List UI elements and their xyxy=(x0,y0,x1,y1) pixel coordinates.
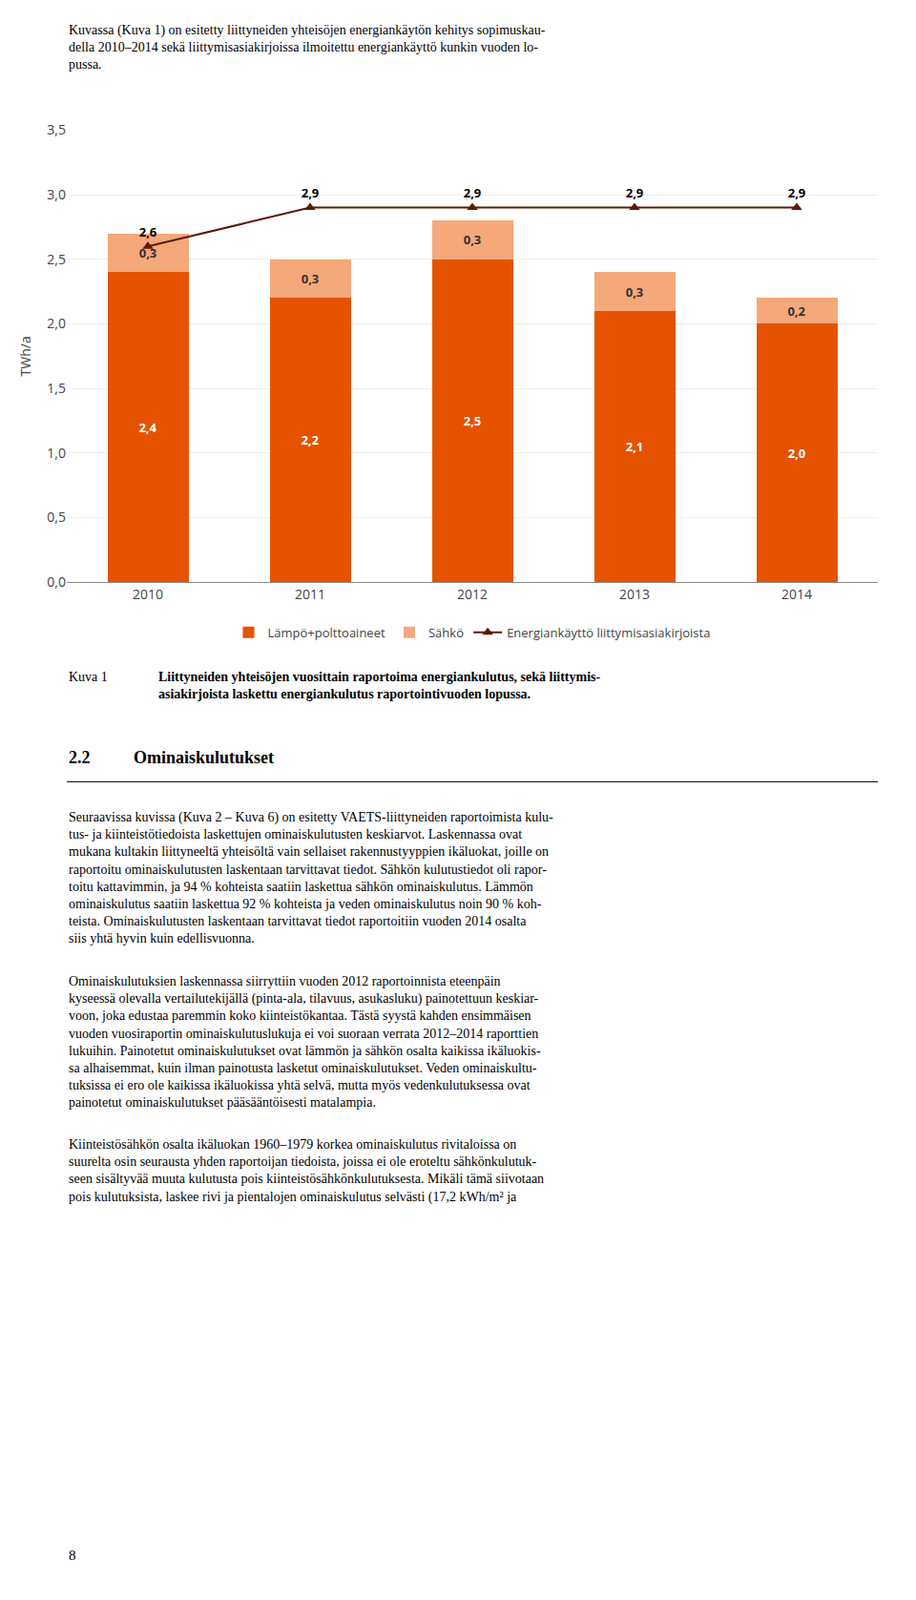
svg-text:0,3: 0,3 xyxy=(301,270,320,288)
svg-text:Lämpö+polttoaineet: Lämpö+polttoaineet xyxy=(268,624,386,642)
svg-text:Kiinteistösähkön osalta ikäluo: Kiinteistösähkön osalta ikäluokan 1960–1… xyxy=(68,1137,544,1206)
svg-text:2011: 2011 xyxy=(294,584,326,604)
svg-text:1,5: 1,5 xyxy=(46,378,66,397)
svg-text:2,9: 2,9 xyxy=(625,184,645,202)
svg-text:2,4: 2,4 xyxy=(138,418,157,437)
svg-text:2,9: 2,9 xyxy=(301,184,320,202)
svg-text:2012: 2012 xyxy=(457,584,488,604)
svg-text:2,5: 2,5 xyxy=(463,412,482,430)
svg-text:3,0: 3,0 xyxy=(46,185,66,204)
svg-text:2,0: 2,0 xyxy=(788,444,807,462)
svg-text:Ominaiskulutukset: Ominaiskulutukset xyxy=(133,748,274,768)
svg-text:2,5: 2,5 xyxy=(46,249,66,269)
svg-text:2,2: 2,2 xyxy=(300,431,319,449)
svg-text:2013: 2013 xyxy=(619,584,650,604)
svg-text:2014: 2014 xyxy=(781,584,812,604)
svg-text:Energiankäyttö liittymisasiaki: Energiankäyttö liittymisasiakirjoista xyxy=(506,624,710,642)
svg-text:2,0: 2,0 xyxy=(46,313,66,333)
svg-text:0,0: 0,0 xyxy=(46,572,66,591)
svg-text:2010: 2010 xyxy=(132,584,164,604)
svg-text:2,9: 2,9 xyxy=(463,184,482,202)
svg-text:2,1: 2,1 xyxy=(625,437,645,456)
svg-text:0,2: 0,2 xyxy=(787,302,806,320)
svg-text:1,0: 1,0 xyxy=(46,443,66,462)
svg-text:TWh/a: TWh/a xyxy=(16,335,35,376)
svg-text:0,3: 0,3 xyxy=(463,230,482,249)
svg-text:0,3: 0,3 xyxy=(625,283,645,301)
svg-text:0,5: 0,5 xyxy=(46,507,66,526)
svg-text:Liittyneiden yhteisöjen vuosit: Liittyneiden yhteisöjen vuosittain rapor… xyxy=(158,669,602,702)
svg-text:2.2: 2.2 xyxy=(68,748,91,768)
svg-text:3,5: 3,5 xyxy=(46,120,66,139)
svg-text:2,9: 2,9 xyxy=(788,184,807,202)
svg-text:0,3: 0,3 xyxy=(139,244,158,262)
svg-text:Sähkö: Sähkö xyxy=(428,624,464,642)
svg-text:Seuraavissa kuvissa (Kuva 2 –: Seuraavissa kuvissa (Kuva 2 – Kuva 6) on… xyxy=(68,810,554,946)
svg-text:Ominaiskulutuksien laskennassa: Ominaiskulutuksien laskennassa siirrytti… xyxy=(68,974,542,1110)
svg-text:8: 8 xyxy=(68,1547,77,1563)
svg-text:2,6: 2,6 xyxy=(139,223,158,241)
svg-text:Kuva 1: Kuva 1 xyxy=(68,669,108,685)
svg-text:Kuvassa (Kuva 1) on esitetty l: Kuvassa (Kuva 1) on esitetty liittyneide… xyxy=(68,22,546,72)
